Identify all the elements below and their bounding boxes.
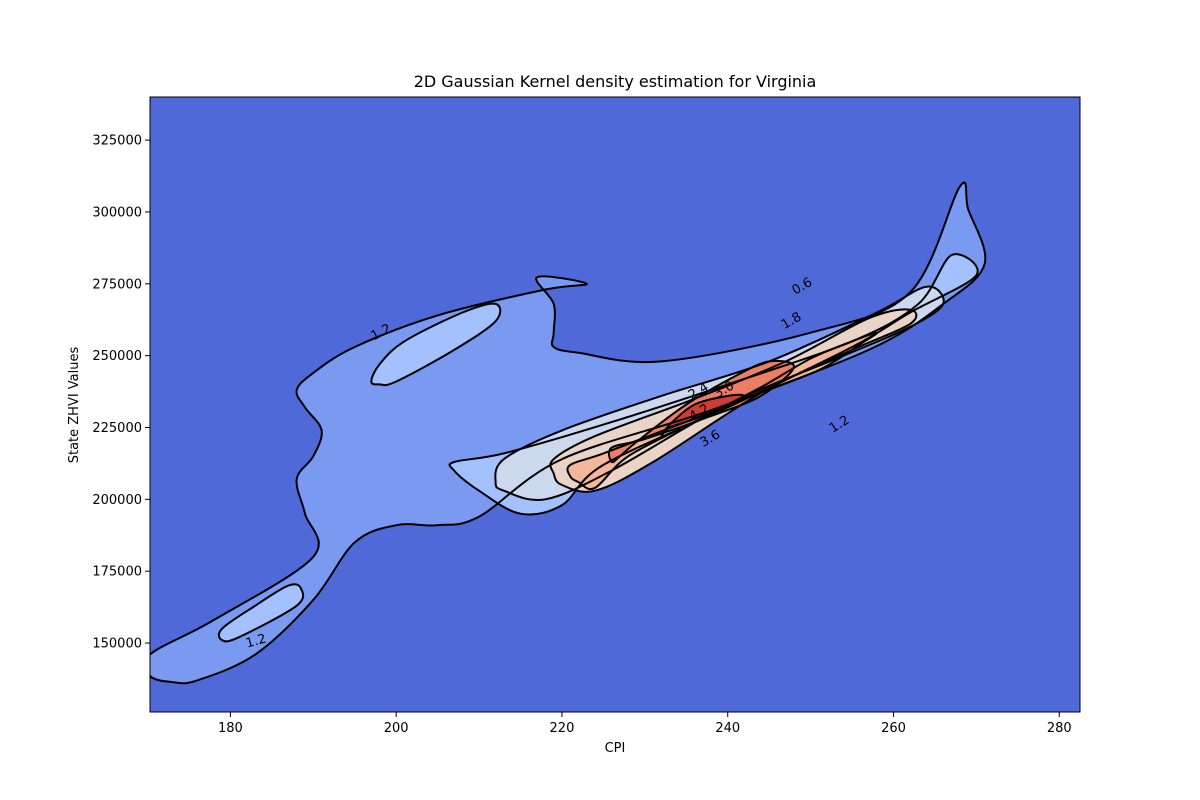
y-tick-label-1: 175000: [92, 565, 142, 580]
contour-label-2: 1.2: [244, 632, 268, 652]
contour-line-level-3-region-0: [549, 308, 918, 493]
y-axis: 150000 175000 200000 225000 250000 275000 3000…: [92, 134, 150, 652]
y-axis-label: State ZHVI Values: [67, 346, 82, 463]
contour-fill-level-1-region-1: [371, 303, 501, 386]
x-axis-label: CPI: [605, 741, 626, 756]
y-tick-label-3: 225000: [92, 421, 142, 436]
x-tick-label-5: 280: [1047, 721, 1072, 736]
contour-line-level-0-region-0: [150, 181, 987, 685]
x-tick-label-3: 240: [715, 721, 740, 736]
y-tick-label-6: 300000: [92, 205, 142, 220]
contour-lines: [150, 181, 987, 685]
x-tick-label-2: 220: [550, 721, 575, 736]
contour-fill-level-1-region-0: [218, 584, 304, 642]
y-tick-label-7: 325000: [92, 134, 142, 149]
contour-line-level-5-region-0: [607, 359, 795, 464]
plot-area: 0.61.21.21.21.82.4 3.03.64.2: [150, 97, 1080, 712]
contour-line-level-1-region-1: [370, 302, 502, 387]
contour-line-level-4-region-0: [566, 331, 878, 491]
x-tick-label-1: 200: [384, 721, 409, 736]
y-tick-label-4: 250000: [92, 349, 142, 364]
y-tick-label-0: 150000: [92, 637, 142, 652]
chart-title: 2D Gaussian Kernel density estimation fo…: [414, 72, 817, 91]
x-axis: 180 200 220 240 260 280: [218, 712, 1072, 736]
plot-frame: [149, 96, 1081, 713]
contour-line-level-1-region-0: [217, 583, 305, 643]
contour-line-level-6-region-0: [660, 393, 746, 438]
y-tick-label-2: 200000: [92, 493, 142, 508]
x-tick-label-4: 260: [881, 721, 906, 736]
x-tick-label-0: 180: [218, 721, 243, 736]
contour-fill-level-4-region-0: [567, 332, 878, 490]
y-tick-label-5: 275000: [92, 277, 142, 292]
contour-fills: [150, 182, 986, 684]
